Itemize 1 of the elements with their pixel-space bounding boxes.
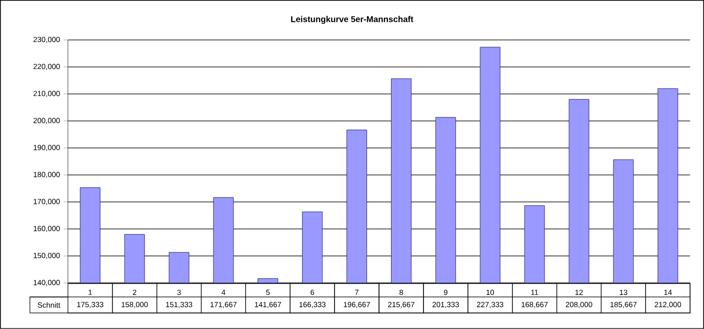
chart-title: Leistungkurve 5er-Mannschaft <box>291 16 414 24</box>
